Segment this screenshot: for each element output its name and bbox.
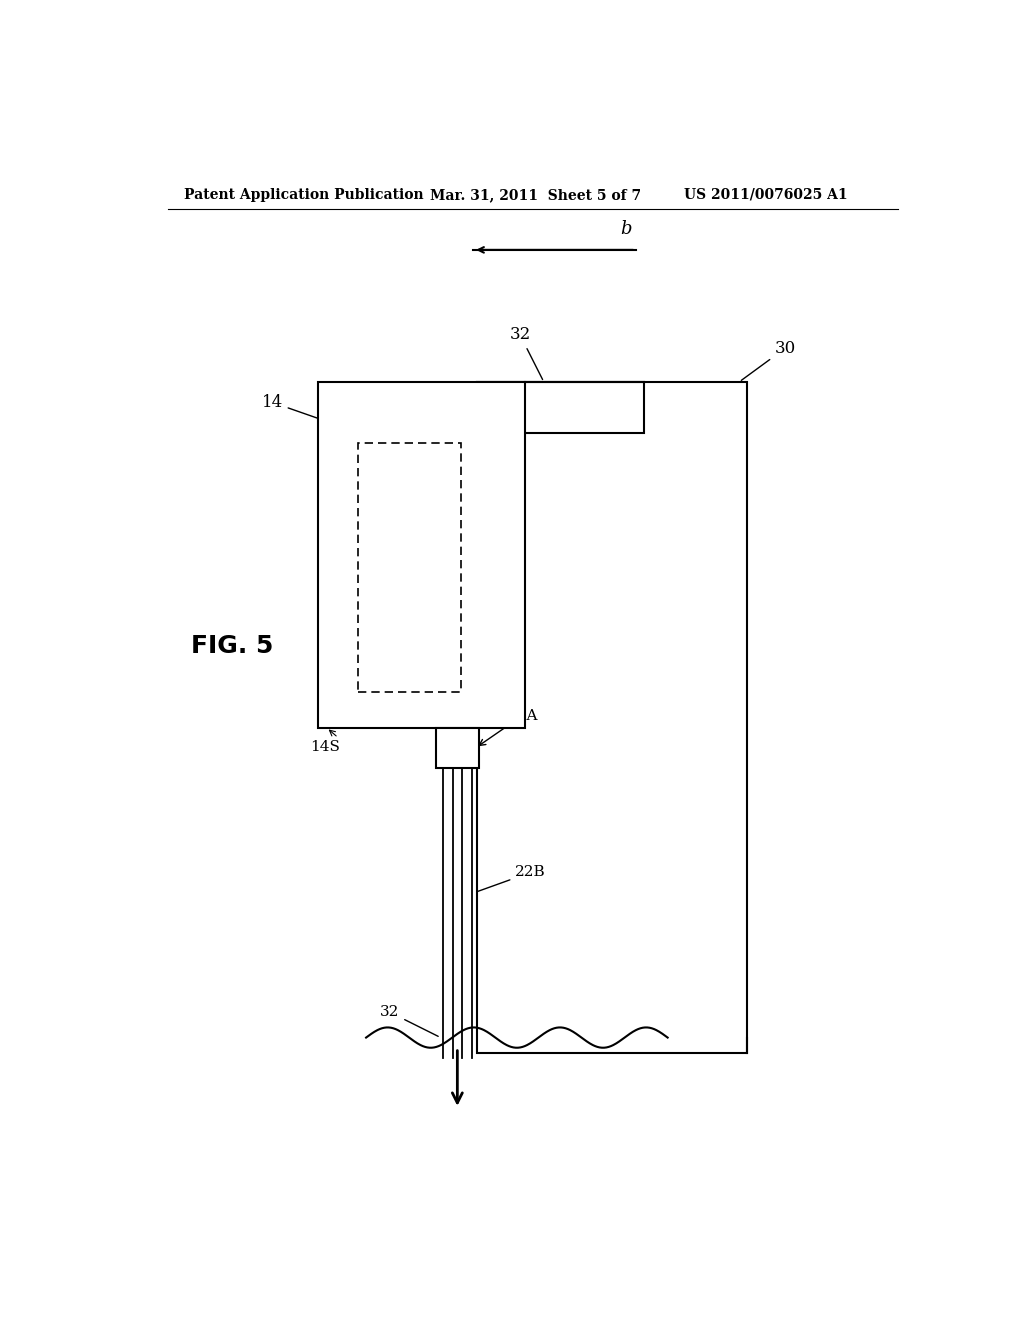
Text: b: b bbox=[621, 219, 632, 238]
Bar bbox=[318, 381, 524, 727]
Text: 14S: 14S bbox=[310, 739, 340, 754]
Text: FIG. 5: FIG. 5 bbox=[191, 635, 273, 659]
Text: 14A: 14A bbox=[479, 709, 538, 746]
Text: Patent Application Publication: Patent Application Publication bbox=[183, 187, 423, 202]
Bar bbox=[477, 381, 644, 433]
Bar bbox=[358, 444, 461, 692]
Text: 32: 32 bbox=[380, 1005, 438, 1036]
Bar bbox=[436, 727, 479, 768]
Bar bbox=[477, 381, 748, 1053]
Text: 30: 30 bbox=[741, 339, 796, 380]
Text: 16: 16 bbox=[362, 663, 382, 677]
Text: 32: 32 bbox=[509, 326, 543, 380]
Text: US 2011/0076025 A1: US 2011/0076025 A1 bbox=[684, 187, 847, 202]
Text: 14: 14 bbox=[261, 393, 328, 422]
Text: 22B: 22B bbox=[476, 866, 546, 892]
Text: Mar. 31, 2011  Sheet 5 of 7: Mar. 31, 2011 Sheet 5 of 7 bbox=[430, 187, 641, 202]
